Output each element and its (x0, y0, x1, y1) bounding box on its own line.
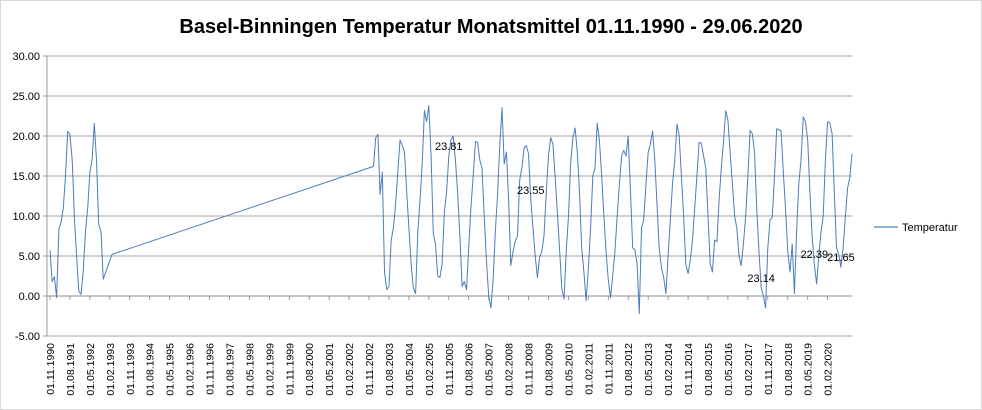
x-tick-label: 01.05.2013 (643, 343, 655, 396)
y-tick-label: 20.00 (12, 131, 40, 143)
legend: Temperatur (874, 222, 958, 234)
data-label: 23.14 (747, 273, 775, 285)
x-tick-label: 01.05.2001 (324, 343, 336, 396)
x-tick-label: 01.11.2014 (683, 343, 695, 395)
x-tick-label: 01.08.2000 (304, 343, 316, 396)
x-tick-label: 01.05.2007 (484, 343, 496, 396)
y-tick-label: 5.00 (19, 251, 40, 263)
y-tick-label: 15.00 (12, 171, 40, 183)
x-tick-label: 01.11.2011 (603, 343, 615, 394)
x-tick-label: 01.11.1993 (125, 343, 137, 395)
x-tick-label: 01.08.2015 (703, 343, 715, 396)
x-tick-label: 01.02.2005 (424, 343, 436, 396)
y-tick-label: -5.00 (15, 331, 40, 343)
x-tick-label: 01.02.2008 (504, 343, 516, 396)
x-tick-label: 01.11.1996 (205, 343, 217, 395)
x-tick-label: 01.02.1993 (105, 343, 117, 396)
x-tick-label: 01.08.2009 (543, 343, 555, 396)
data-label: 17.75 (849, 0, 877, 3)
chart-title: Basel-Binningen Temperatur Monatsmittel … (179, 16, 802, 38)
x-tick-label: 01.08.2012 (623, 343, 635, 396)
y-axis-ticks: 30.00 25.00 20.00 15.00 10.00 5.00 0.00 -5.00 (12, 51, 47, 343)
x-tick-label: 01.11.2002 (364, 343, 376, 395)
x-tick-label: 01.05.1998 (244, 343, 256, 396)
axes (46, 56, 852, 336)
x-tick-label: 01.05.1992 (85, 343, 97, 396)
x-tick-label: 01.02.1996 (185, 343, 197, 396)
x-tick-label: 01.08.1991 (65, 343, 77, 396)
x-tick-label: 01.08.2006 (464, 343, 476, 396)
x-tick-label: 01.08.1997 (224, 343, 236, 396)
x-tick-label: 01.02.2002 (344, 343, 356, 396)
data-label: 22.39 (801, 249, 829, 261)
x-tick-label: 01.11.2008 (524, 343, 536, 395)
y-tick-label: 25.00 (12, 91, 40, 103)
x-axis-ticks: 01.11.1990 01.08.1991 01.05.1992 01.02.1993… (45, 296, 835, 396)
x-tick-label: 01.05.2004 (404, 343, 416, 396)
data-label: 23.55 (517, 185, 545, 197)
x-tick-label: 01.02.1999 (264, 343, 276, 396)
data-label: 21.65 (827, 252, 855, 264)
x-tick-label: 01.05.2019 (803, 343, 815, 396)
x-tick-label: 01.02.2011 (583, 343, 595, 395)
y-tick-label: 0.00 (19, 291, 40, 303)
x-tick-label: 01.11.2005 (444, 343, 456, 395)
y-tick-label: 30.00 (12, 51, 40, 63)
x-tick-label: 01.05.1995 (165, 343, 177, 396)
series-layer (49, 105, 853, 315)
series-line-temperatur (49, 105, 853, 315)
x-tick-label: 01.02.2014 (663, 343, 675, 396)
x-tick-label: 01.11.1990 (45, 343, 57, 395)
x-tick-label: 01.08.2018 (783, 343, 795, 396)
x-tick-label: 01.05.2016 (723, 343, 735, 396)
x-tick-label: 01.08.2003 (384, 343, 396, 396)
x-tick-label: 01.11.1999 (284, 343, 296, 395)
x-tick-label: 01.02.2020 (823, 343, 835, 396)
y-tick-label: 10.00 (12, 211, 40, 223)
x-tick-label: 01.05.2010 (563, 343, 575, 396)
x-tick-label: 01.02.2017 (743, 343, 755, 396)
data-label: 23.81 (435, 141, 463, 153)
x-tick-label: 01.11.2017 (763, 343, 775, 395)
x-tick-label: 01.08.1994 (145, 343, 157, 396)
legend-label: Temperatur (902, 222, 958, 234)
